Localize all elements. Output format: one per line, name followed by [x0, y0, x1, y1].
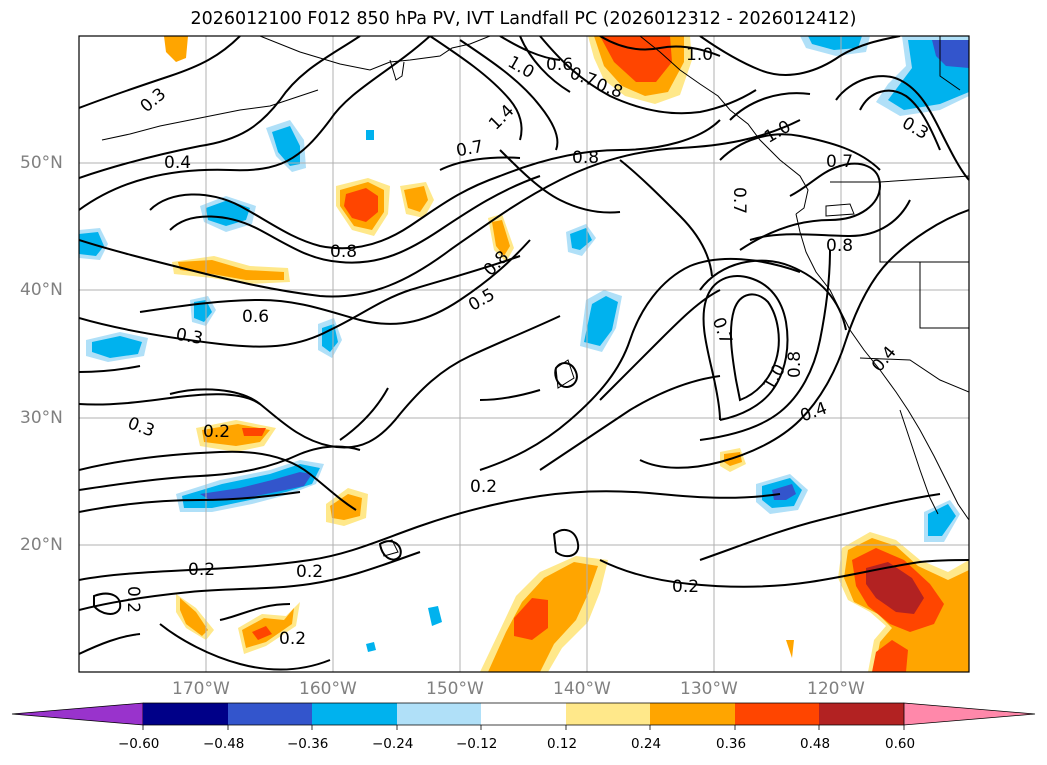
fill-tiny-blue-4: [366, 130, 374, 140]
colorbar-tick: 0.24: [631, 736, 662, 752]
contour-label: 0.2: [279, 629, 306, 649]
fill-blue-s: [928, 504, 956, 536]
colorbar-segment: [566, 703, 650, 725]
fill-blue-n-royal: [932, 40, 969, 68]
fill-orange-d-red: [344, 188, 378, 222]
contour-label: 0.2: [296, 562, 323, 582]
map-frame: [78, 35, 970, 673]
fill-blue-i: [584, 296, 618, 346]
colorbar-segment: [397, 703, 481, 725]
contour-label: 0.2: [123, 586, 143, 613]
fill-se-red-low: [872, 640, 908, 672]
fill-orange-g: [178, 260, 284, 280]
fill-blue-l: [92, 336, 142, 358]
lat-label-20: 20°N: [20, 535, 63, 555]
contour-label: 0.8: [826, 236, 853, 256]
fill-blue-a: [272, 126, 300, 166]
contour-label: 0.2: [672, 577, 699, 597]
fill-blue-r-royal: [772, 484, 796, 500]
contour-label: 0.4: [164, 153, 191, 173]
colorbar: [11, 702, 1036, 730]
colorbar-segment: [735, 703, 819, 725]
map-plot-area: [79, 36, 969, 672]
colorbar-segment: [481, 703, 566, 725]
contour-label: 0.2: [188, 560, 215, 580]
fill-tiny-orange-3: [786, 640, 794, 658]
colorbar-segment: [143, 703, 228, 725]
fill-tiny-blue-2: [366, 642, 376, 652]
fill-sw-orange: [180, 598, 208, 636]
colorbar-extend-high: [903, 702, 1036, 726]
fill-blue-p-royal: [200, 472, 312, 500]
colorbar-segment: [312, 703, 397, 725]
colorbar-segment: [228, 703, 312, 725]
colorbar-extend-low: [11, 702, 144, 726]
colorbar-tick: −0.60: [118, 736, 160, 752]
fill-nw-orange: [164, 36, 188, 62]
lon-label-170w: 170°W: [172, 679, 230, 699]
lon-label-130w: 130°W: [680, 679, 738, 699]
colorbar-tick: −0.12: [456, 736, 498, 752]
fill-orange-f: [492, 220, 510, 256]
contour-label: 0.7: [826, 152, 853, 172]
contour-label: 1.0: [686, 45, 713, 65]
contour-label: 0.6: [546, 55, 573, 75]
fill-se-darkred: [866, 562, 924, 614]
pv-contours: [79, 36, 969, 671]
colorbar-tick: 0.36: [716, 736, 747, 752]
colorbar-tick: 0.60: [885, 736, 916, 752]
lon-label-150w: 150°W: [426, 679, 484, 699]
fill-sw-b-red: [252, 626, 272, 640]
fill-sw-b-orange: [242, 608, 294, 648]
lat-label-50: 50°N: [20, 153, 63, 173]
contour-label: 0.7: [729, 187, 749, 214]
fill-blue-m: [808, 36, 862, 50]
fill-orange-q: [330, 494, 362, 520]
lon-label-160w: 160°W: [299, 679, 357, 699]
contour-label: 0.2: [470, 477, 497, 497]
contour-label: 0.3: [174, 325, 204, 349]
contour-label: 0.7: [455, 137, 485, 161]
contour-label: 0.6: [242, 307, 269, 327]
fill-blue-j: [194, 300, 212, 322]
colorbar-tick: −0.36: [287, 736, 329, 752]
contour-label: 0.2: [203, 422, 230, 442]
contour-label: 0.8: [572, 148, 599, 168]
colorbar-tick: 0.12: [547, 736, 578, 752]
lat-label-30: 30°N: [20, 408, 63, 428]
colorbar-segment: [650, 703, 735, 725]
fill-orange-o-red: [242, 428, 266, 436]
map-title: 2026012100 F012 850 hPa PV, IVT Landfall…: [190, 9, 857, 29]
lat-label-40: 40°N: [20, 280, 63, 300]
fill-orange-e: [404, 186, 428, 212]
contour-label: 0.8: [330, 242, 357, 262]
fill-plume-red: [514, 598, 548, 640]
lon-label-140w: 140°W: [553, 679, 611, 699]
colorbar-tick: 0.48: [800, 736, 831, 752]
colorbar-tick: −0.48: [203, 736, 245, 752]
colorbar-segment: [819, 703, 904, 725]
lon-label-120w: 120°W: [807, 679, 865, 699]
anomaly-fills: [79, 36, 969, 672]
fill-tiny-blue-1: [428, 606, 442, 626]
colorbar-tick: −0.24: [372, 736, 414, 752]
contour-label: 0.8: [785, 351, 805, 378]
graticule: [79, 36, 969, 672]
